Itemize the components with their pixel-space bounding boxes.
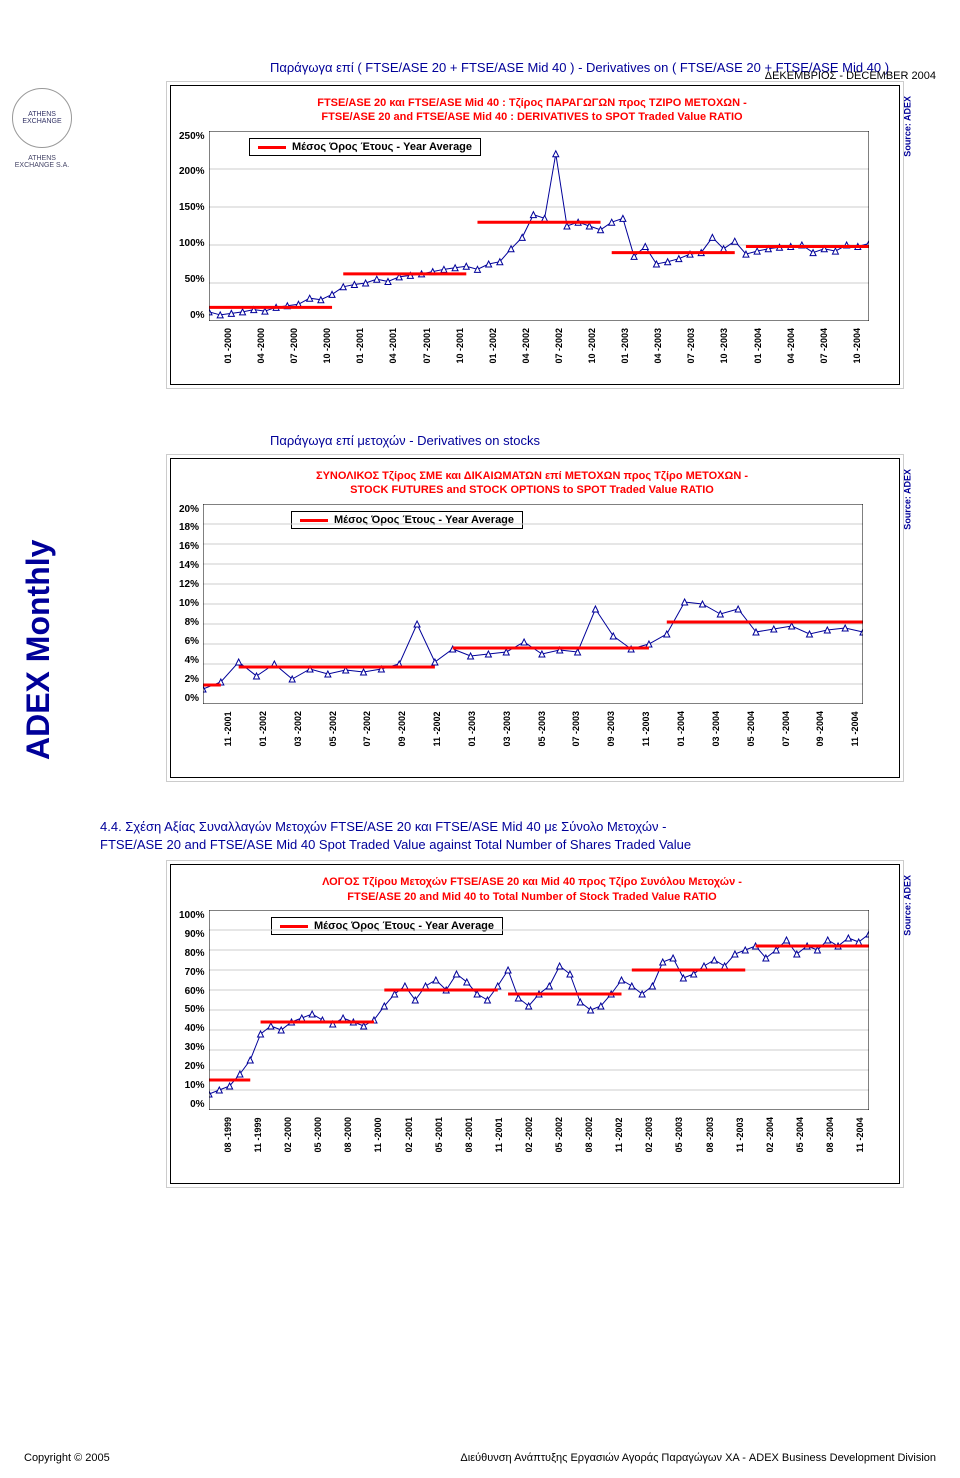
chart3-source: Source: ADEX: [903, 875, 913, 936]
footer-right: Διεύθυνση Ανάπτυξης Εργασιών Αγοράς Παρα…: [460, 1452, 936, 1464]
chart3-section-title: 4.4. Σχέση Αξίας Συναλλαγών Μετοχών FTSE…: [100, 818, 960, 854]
page-header-date: ΔΕΚΕΜΒΡΙΟΣ - DECEMBER 2004: [765, 70, 936, 82]
footer-left: Copyright © 2005: [24, 1452, 110, 1464]
chart1-source: Source: ADEX: [903, 96, 913, 157]
chart2-source: Source: ADEX: [903, 469, 913, 530]
chart2-section-title: Παράγωγα επί μετοχών - Derivatives on st…: [270, 433, 960, 448]
chart2-title: ΣΥΝΟΛΙΚΟΣ Τζίρος ΣΜΕ και ΔΙΚΑΙΩΜΑΤΩΝ επί…: [179, 469, 885, 498]
side-title: ADEX Monthly: [20, 540, 57, 760]
logo-caption: ATHENS EXCHANGE S.A.: [12, 155, 72, 169]
chart3-title: ΛΟΓΟΣ Τζίρου Μετοχών FTSE/ASE 20 και Mid…: [179, 875, 885, 904]
chart1-title: FTSE/ASE 20 και FTSE/ASE Mid 40 : Τζίρος…: [179, 96, 885, 125]
logo: ATHENS EXCHANGE: [12, 88, 72, 148]
